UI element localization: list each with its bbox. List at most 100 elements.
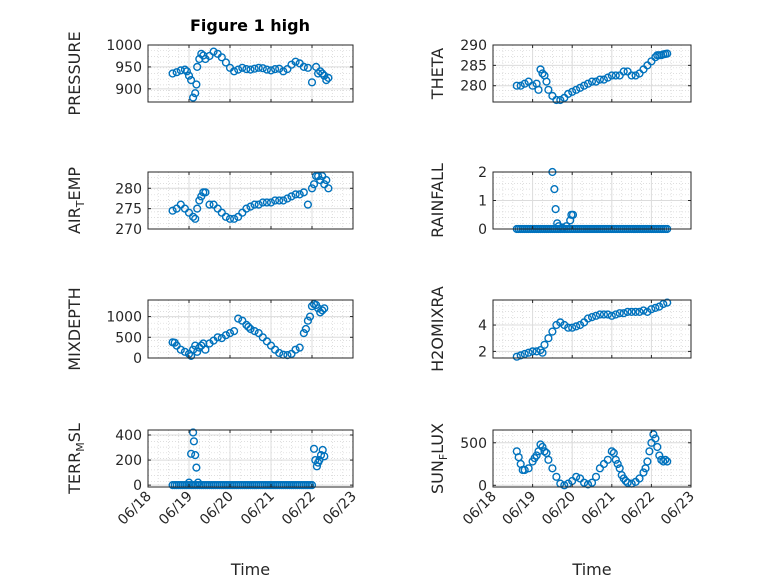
data-point xyxy=(184,208,194,217)
data-point xyxy=(538,442,547,452)
data-point xyxy=(195,196,204,205)
y-tick-label: 1000 xyxy=(106,38,142,54)
data-point xyxy=(591,77,601,86)
data-point xyxy=(562,222,571,231)
axes-box xyxy=(147,44,354,103)
data-point xyxy=(516,81,525,90)
axes-box xyxy=(147,429,354,488)
y-tick-label: 950 xyxy=(115,60,142,76)
data-point xyxy=(651,303,660,313)
data-point xyxy=(544,334,553,343)
data-point xyxy=(266,66,276,75)
y-tick-label: 1000 xyxy=(106,310,142,326)
data-point xyxy=(324,73,333,83)
x-tick-label: 06/23 xyxy=(320,489,360,529)
data-point xyxy=(558,223,567,232)
data-point xyxy=(176,345,185,354)
data-point xyxy=(615,309,624,318)
x-tick-label: 06/20 xyxy=(197,489,237,529)
data-point xyxy=(230,214,239,223)
y-axis-label: RAINFALL xyxy=(428,163,447,238)
data-point xyxy=(607,447,616,456)
data-point xyxy=(568,87,577,96)
data-point xyxy=(512,81,521,90)
data-point xyxy=(242,64,251,74)
figure-title: Figure 1 high xyxy=(190,16,310,35)
data-point xyxy=(318,306,327,315)
data-point xyxy=(583,79,593,88)
data-point xyxy=(254,329,263,338)
data-point xyxy=(544,455,553,464)
y-tick-label: 285 xyxy=(460,58,487,74)
y-tick-label: 200 xyxy=(115,453,142,469)
data-point xyxy=(258,333,267,342)
data-point xyxy=(205,51,214,61)
data-point xyxy=(316,176,325,185)
data-point xyxy=(661,455,670,464)
data-point xyxy=(520,79,529,88)
data-point xyxy=(193,204,202,213)
y-tick-label: 1 xyxy=(478,194,487,210)
data-point xyxy=(242,320,251,330)
data-point xyxy=(303,200,313,209)
data-point xyxy=(187,75,196,85)
y-tick-label: 275 xyxy=(115,202,142,218)
data-point xyxy=(528,347,537,356)
data-point xyxy=(266,341,276,350)
data-point xyxy=(538,348,547,357)
data-point xyxy=(611,310,620,319)
data-point xyxy=(322,176,331,185)
data-point xyxy=(551,205,560,214)
data-point xyxy=(550,185,559,194)
data-point xyxy=(279,67,288,76)
data-point xyxy=(579,81,589,90)
data-point xyxy=(568,323,577,332)
data-point xyxy=(320,304,329,313)
data-point xyxy=(192,463,201,472)
data-point xyxy=(583,314,593,323)
y-tick-label: 0 xyxy=(478,222,487,238)
data-point xyxy=(283,64,292,74)
data-point xyxy=(189,428,198,437)
panel-0: 900 950 1000 PRESSURE xyxy=(65,31,354,116)
data-point xyxy=(242,204,251,213)
data-point xyxy=(554,222,563,231)
data-point xyxy=(213,204,222,213)
data-point xyxy=(279,196,288,205)
data-point xyxy=(659,457,668,466)
data-point xyxy=(234,212,243,221)
data-point xyxy=(564,89,573,99)
data-point xyxy=(587,313,597,322)
data-point xyxy=(659,299,668,309)
data-point xyxy=(184,71,194,80)
data-point xyxy=(579,478,589,487)
x-tick-label: 06/18 xyxy=(460,489,500,529)
data-point xyxy=(238,63,247,72)
data-point xyxy=(275,196,284,205)
data-point xyxy=(542,77,551,86)
data-point xyxy=(663,49,672,58)
data-point xyxy=(197,341,206,350)
data-point xyxy=(225,329,235,338)
data-point xyxy=(180,347,190,356)
data-point xyxy=(635,307,644,317)
data-point xyxy=(221,212,231,221)
data-point xyxy=(191,451,200,460)
data-point xyxy=(244,322,253,332)
data-point xyxy=(189,93,198,102)
data-point xyxy=(168,206,177,215)
panel-3: 0 1 2 RAINFALL xyxy=(428,163,692,238)
panel-2: 270 275 280 AIRTEMP xyxy=(65,167,354,238)
data-point xyxy=(603,73,612,82)
panel-6: 0 200 400 TERRMSL 06/18 06/19 06/20 06/21 06/22 0… xyxy=(65,423,360,579)
data-point xyxy=(230,67,239,76)
data-point xyxy=(193,347,202,356)
data-point xyxy=(631,71,640,80)
data-point xyxy=(599,310,609,319)
data-point xyxy=(254,63,263,72)
data-point xyxy=(307,184,317,193)
data-point xyxy=(213,333,222,342)
data-point xyxy=(540,340,549,349)
data-point xyxy=(591,311,601,320)
